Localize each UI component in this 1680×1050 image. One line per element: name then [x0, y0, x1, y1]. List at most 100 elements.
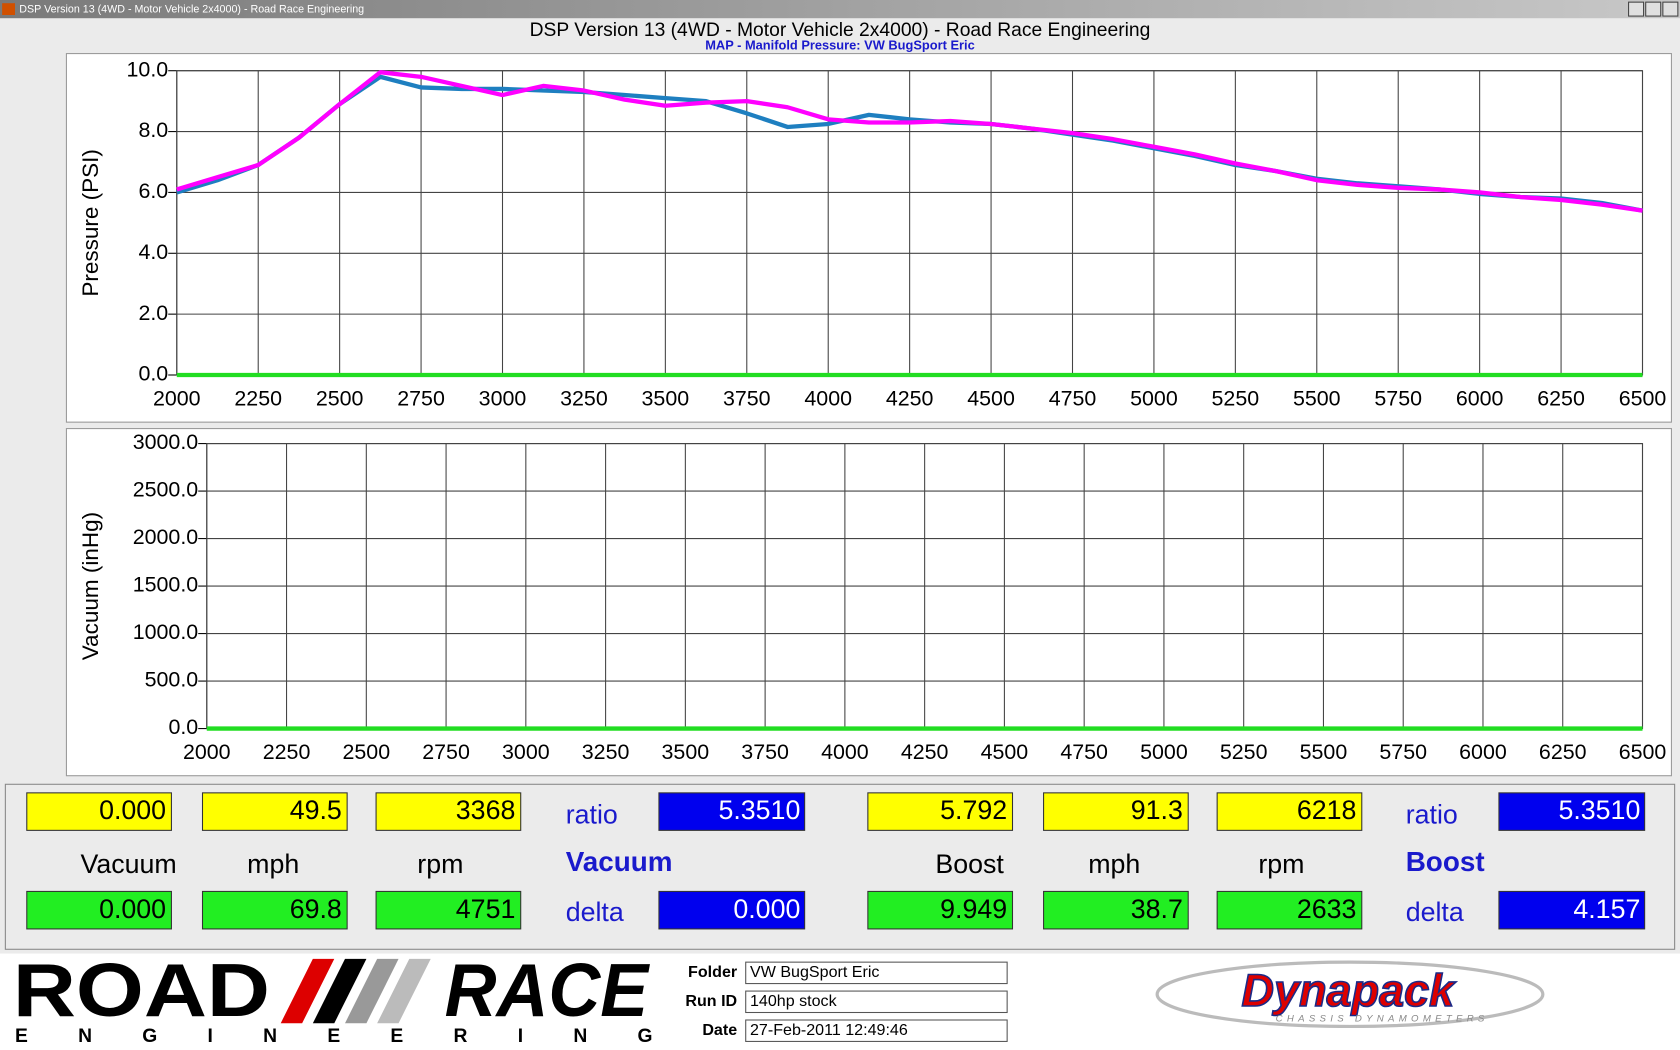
readout-box [375, 792, 522, 831]
x-tick-label: 4500 [981, 740, 1029, 764]
y-axis-label: Pressure (PSI) [78, 149, 103, 297]
readout-box [201, 890, 348, 930]
x-tick-label: 4250 [886, 386, 934, 410]
y-tick-label: 1000.0 [133, 620, 199, 644]
readout-box [1043, 792, 1189, 831]
y-tick-label: 2000.0 [133, 525, 199, 549]
x-tick-label: 2750 [422, 740, 470, 764]
x-tick-label: 6000 [1456, 386, 1504, 410]
readout-value: 49.5 [290, 795, 342, 825]
readout-value: 9.949 [940, 894, 1007, 924]
x-tick-label: 2000 [183, 740, 231, 764]
logo-stripe [312, 958, 367, 1024]
chart-subtitle: MAP - Manifold Pressure: VW BugSport Eri… [705, 37, 975, 52]
x-tick-label: 5750 [1379, 740, 1427, 764]
ratio-value: 5.3510 [1558, 795, 1640, 825]
x-tick-label: 2250 [263, 740, 311, 764]
y-tick-label: 1500.0 [133, 573, 199, 597]
x-tick-label: 3000 [502, 740, 550, 764]
x-tick-label: 6500 [1619, 740, 1667, 764]
y-tick-label: 3000.0 [133, 430, 199, 454]
x-tick-label: 5000 [1130, 386, 1178, 410]
ratio-box [1498, 792, 1646, 831]
x-tick-label: 5500 [1293, 386, 1341, 410]
y-tick-label: 0.0 [138, 362, 168, 386]
x-tick-label: 4500 [967, 386, 1015, 410]
x-tick-label: 4000 [804, 386, 852, 410]
x-tick-label: 4750 [1049, 386, 1097, 410]
readout-box [1216, 890, 1363, 930]
x-tick-label: 3250 [560, 386, 608, 410]
x-tick-label: 5500 [1300, 740, 1348, 764]
field-value: 140hp stock [750, 992, 838, 1010]
x-tick-label: 6250 [1539, 740, 1587, 764]
readout-value: 4751 [456, 894, 516, 924]
ratio-box [658, 792, 806, 831]
x-tick-label: 2500 [342, 740, 390, 764]
y-tick-label: 500.0 [145, 668, 199, 692]
x-tick-label: 3500 [642, 386, 690, 410]
window-title: DSP Version 13 (4WD - Motor Vehicle 2x40… [19, 3, 364, 15]
window-buttons[interactable] [1628, 1, 1679, 17]
logo-swoosh [1155, 960, 1545, 1029]
mode-label: Boost [1406, 846, 1485, 877]
ratio-value: 5.3510 [718, 795, 800, 825]
maximize-button[interactable] [1645, 1, 1662, 17]
readout-box [867, 890, 1014, 930]
x-tick-label: 5750 [1374, 386, 1422, 410]
x-tick-label: 6500 [1619, 386, 1667, 410]
delta-value: 0.000 [733, 894, 800, 924]
readout-value: 91.3 [1131, 795, 1183, 825]
field-box [745, 1019, 1008, 1042]
readout-label: Vacuum [80, 849, 176, 879]
readout-box [867, 792, 1014, 831]
chart-panel [65, 428, 1672, 777]
x-tick-label: 5250 [1212, 386, 1260, 410]
close-button[interactable] [1662, 1, 1679, 17]
x-tick-label: 2000 [153, 386, 201, 410]
x-tick-label: 4000 [821, 740, 869, 764]
y-axis-label: Vacuum (inHg) [78, 512, 103, 660]
x-tick-label: 3500 [662, 740, 710, 764]
readout-value: 6218 [1297, 795, 1357, 825]
title-bar [0, 0, 1680, 19]
readout-value: 0.000 [99, 795, 166, 825]
delta-label: delta [566, 897, 624, 927]
readout-box [375, 890, 522, 930]
app-icon [2, 3, 16, 15]
readout-value: 69.8 [290, 894, 342, 924]
minimize-button[interactable] [1628, 1, 1645, 17]
y-tick-label: 8.0 [138, 118, 168, 142]
y-tick-label: 6.0 [138, 179, 168, 203]
logo-word: ROAD [13, 948, 270, 1032]
x-tick-label: 2750 [397, 386, 445, 410]
readout-box [1043, 890, 1189, 930]
field-label: Date [702, 1021, 737, 1039]
readout-label: rpm [417, 849, 463, 879]
x-tick-label: 4250 [901, 740, 949, 764]
readout-value: 0.000 [99, 894, 166, 924]
y-tick-label: 0.0 [168, 715, 198, 739]
delta-label: delta [1406, 897, 1464, 927]
readout-label: rpm [1258, 849, 1304, 879]
x-tick-label: 2500 [316, 386, 364, 410]
readout-box [26, 890, 172, 930]
readout-box [1216, 792, 1363, 831]
x-tick-label: 4750 [1060, 740, 1108, 764]
field-value: VW BugSport Eric [750, 963, 879, 981]
delta-box [658, 890, 806, 930]
logo-word: RACE [445, 948, 650, 1032]
readout-value: 38.7 [1131, 894, 1183, 924]
field-label: Folder [688, 963, 737, 981]
readout-box [26, 792, 172, 831]
x-tick-label: 2250 [234, 386, 282, 410]
logo-name: Dynapack [1242, 965, 1457, 1016]
mode-label: Vacuum [566, 846, 673, 877]
x-tick-label: 5000 [1140, 740, 1188, 764]
chart-panel [65, 53, 1672, 423]
readout-value: 3368 [456, 795, 516, 825]
data-line [176, 70, 1643, 213]
y-tick-label: 10.0 [127, 57, 169, 81]
x-tick-label: 6250 [1537, 386, 1585, 410]
